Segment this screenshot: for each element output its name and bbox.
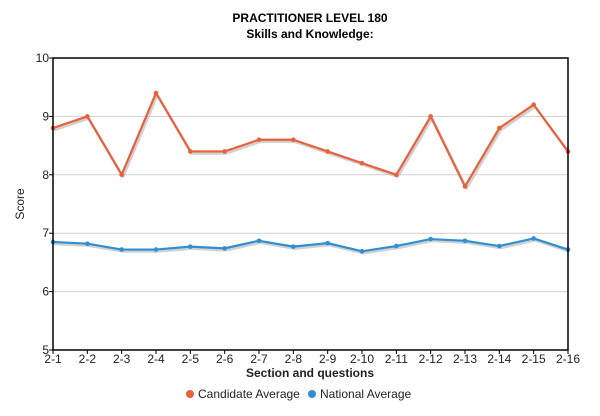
x-tick-label: 2-13 [453, 352, 477, 366]
y-tick-label: 8 [42, 168, 49, 182]
chart-title: PRACTITIONER LEVEL 180 [232, 11, 387, 25]
national-average-line-shadow [54, 239, 570, 255]
y-axis-title: Score [13, 188, 27, 220]
y-tick-label: 10 [36, 51, 50, 65]
x-tick-label: 2-1 [44, 352, 62, 366]
x-tick-label: 2-11 [385, 352, 408, 366]
candidate-average-point [291, 137, 296, 143]
gridlines [53, 57, 568, 351]
series-lines [50, 90, 571, 255]
candidate-average-line-shadow [54, 93, 571, 190]
national-average-point [325, 240, 330, 246]
candidate-average-point [222, 149, 227, 154]
national-average-legend-label: National Average [320, 387, 412, 401]
candidate-average-point [325, 149, 330, 154]
x-axis-title: Section and questions [246, 366, 374, 380]
national-average-point [291, 244, 296, 249]
national-average-point [222, 246, 227, 251]
national-average-point [428, 236, 433, 242]
national-average-point [497, 243, 502, 249]
national-average-point [359, 249, 365, 254]
candidate-average-legend-marker [186, 390, 194, 398]
candidate-average-point [497, 125, 502, 131]
candidate-average-point [462, 184, 468, 189]
x-tick-label: 2-16 [556, 352, 580, 366]
candidate-average-point [188, 149, 193, 154]
national-average-point [531, 236, 536, 241]
candidate-average-point [256, 137, 262, 143]
candidate-average-point [85, 114, 90, 119]
x-tick-label: 2-5 [182, 352, 200, 366]
candidate-average-point [359, 160, 365, 166]
national-average-legend-marker [308, 390, 316, 398]
candidate-average-point [119, 172, 124, 178]
x-tick-label: 2-8 [285, 352, 303, 366]
x-tick-label: 2-15 [522, 352, 546, 366]
candidate-average-point [394, 172, 399, 178]
national-average-line [52, 237, 569, 253]
candidate-average-line [52, 91, 569, 188]
x-tick-label: 2-12 [419, 352, 443, 366]
candidate-average-point [153, 90, 159, 96]
x-axis-ticks: 2-1 2-2 2-3 2-4 2-5 2-6 2-7 2-8 2-9 2-10 2-11 2-12 2… [44, 350, 580, 366]
national-average-point [119, 247, 124, 252]
y-tick-label: 6 [42, 285, 49, 299]
x-tick-label: 2-9 [319, 352, 337, 366]
chart-subtitle: Skills and Knowledge: [246, 27, 373, 41]
y-tick-label: 7 [42, 226, 49, 240]
national-average-point [394, 243, 399, 249]
plot-frame [52, 57, 569, 351]
x-tick-label: 2-6 [216, 352, 234, 366]
candidate-average-point [428, 114, 433, 119]
y-tick-label: 5 [42, 343, 49, 357]
x-tick-label: 2-7 [250, 352, 268, 366]
x-tick-label: 2-14 [487, 352, 511, 366]
candidate-average-legend-label: Candidate Average [198, 387, 300, 401]
candidate-average-point [531, 102, 536, 108]
y-tick-label: 9 [42, 109, 49, 123]
x-tick-label: 2-10 [350, 352, 374, 366]
x-tick-label: 2-3 [113, 352, 131, 366]
national-average-point [153, 247, 159, 252]
national-average-point [85, 241, 90, 247]
national-average-point [462, 238, 468, 244]
legend: Candidate Average National Average [186, 387, 412, 401]
y-axis-ticks: 5 6 7 8 9 10 [36, 51, 53, 357]
x-tick-label: 2-4 [147, 352, 165, 366]
x-tick-label: 2-2 [79, 352, 97, 366]
national-average-point [256, 238, 262, 244]
national-average-point [188, 244, 193, 249]
